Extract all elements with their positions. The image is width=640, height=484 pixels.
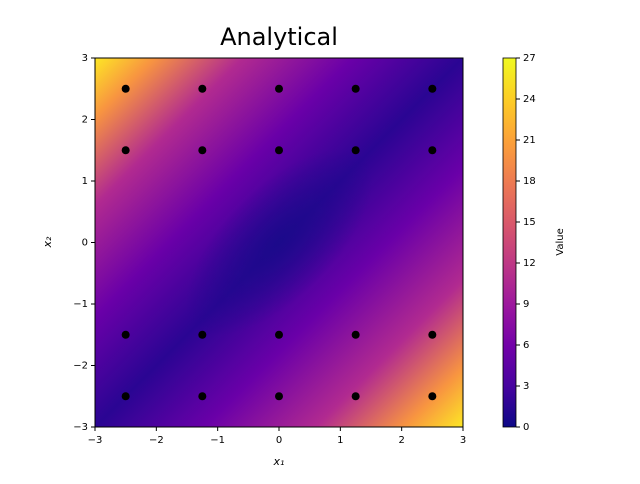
colorbar-tick-label: 0 (523, 422, 529, 433)
y-tick-label: 2 (82, 115, 88, 126)
colorbar-tick-label: 9 (523, 299, 529, 310)
point (428, 392, 437, 401)
point (275, 330, 283, 339)
y-axis-label: x₂ (41, 236, 54, 249)
colorbar-tick-label: 15 (523, 217, 536, 228)
y-tick-label: 3 (82, 53, 88, 64)
x-tick-label: 2 (398, 435, 404, 446)
x-tick-label: −1 (210, 435, 225, 446)
point (428, 84, 437, 93)
point (198, 392, 207, 401)
point (121, 84, 130, 93)
point (198, 146, 207, 155)
colorbar (502, 57, 517, 428)
colorbar-tick-label: 3 (523, 381, 529, 392)
point (275, 392, 283, 401)
colorbar-tick-label: 18 (523, 176, 536, 187)
point (351, 392, 360, 401)
x-tick-label: 1 (337, 435, 343, 446)
x-axis-label: x₁ (273, 455, 285, 468)
point (351, 330, 360, 339)
point (121, 146, 130, 155)
colorbar-tick-label: 12 (523, 258, 536, 269)
point (198, 330, 207, 339)
x-tick-label: 0 (276, 435, 282, 446)
heatmap-center (185, 148, 373, 336)
point (351, 84, 360, 93)
point (428, 330, 437, 339)
y-tick-label: −3 (73, 422, 88, 433)
y-tick-label: −1 (73, 299, 88, 310)
colorbar-tick-label: 6 (523, 340, 529, 351)
y-tick-label: 1 (82, 176, 88, 187)
y-tick-label: 0 (82, 238, 88, 249)
colorbar-tick-label: 21 (523, 135, 536, 146)
x-tick-label: −3 (88, 435, 103, 446)
y-tick-label: −2 (73, 361, 88, 372)
point (351, 146, 360, 155)
colorbar-tick-label: 27 (523, 53, 536, 64)
x-tick-label: −2 (149, 435, 164, 446)
point (275, 146, 283, 155)
colorbar-tick-label: 24 (523, 94, 536, 105)
x-tick-label: 3 (460, 435, 466, 446)
chart-title: Analytical (220, 23, 338, 51)
colorbar-label: Value (555, 228, 566, 255)
point (121, 330, 130, 339)
point (428, 146, 437, 155)
point (275, 84, 283, 93)
point (121, 392, 130, 401)
point (198, 84, 207, 93)
